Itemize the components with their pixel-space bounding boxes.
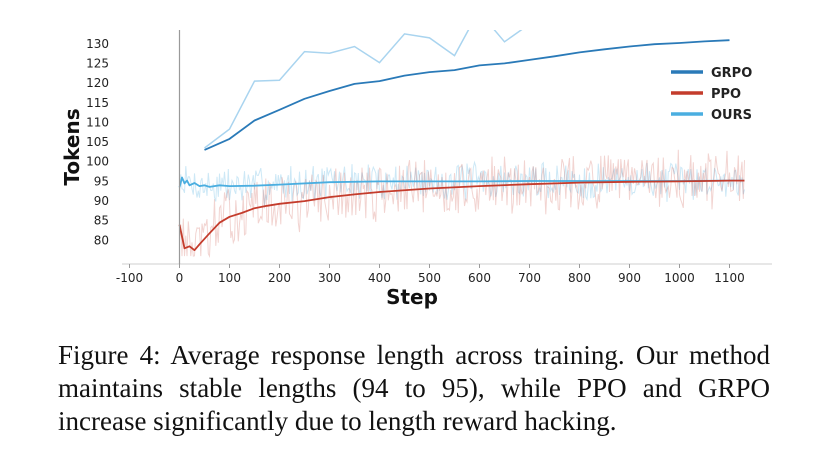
- x-tick-label: 1100: [714, 271, 745, 285]
- legend-label-ours: OURS: [711, 108, 752, 123]
- x-tick-label: 400: [368, 271, 391, 285]
- y-tick-label: 110: [86, 115, 109, 129]
- x-tick-label: 100: [218, 271, 241, 285]
- ours-smoothed-line: [178, 176, 745, 188]
- y-tick-label: 95: [94, 174, 109, 188]
- x-tick-label: 900: [618, 271, 641, 285]
- x-tick-label: 200: [268, 271, 291, 285]
- x-axis-title: Step: [386, 285, 438, 309]
- y-tick-label: 100: [86, 155, 109, 169]
- y-tick-label: 130: [86, 37, 109, 51]
- x-tick-label: -100: [116, 271, 143, 285]
- y-tick-label: 115: [86, 96, 109, 110]
- legend-label-grpo: GRPO: [711, 66, 752, 81]
- y-tick-label: 85: [94, 214, 109, 228]
- axes-layer: -100 0 100 200 300 400 500 600 700 800 900 1000 1100…: [86, 30, 772, 285]
- y-tick-label: 105: [86, 135, 109, 149]
- grpo-smoothed-line: [204, 39, 730, 151]
- y-tick-label: 125: [86, 56, 109, 70]
- y-tick-label: 90: [94, 194, 109, 208]
- ppo-smoothed-line: [178, 179, 745, 252]
- x-tick-label: 600: [468, 271, 491, 285]
- response-length-chart: -100 0 100 200 300 400 500 600 700 800 900 1000 1100…: [60, 30, 772, 309]
- legend-label-ppo: PPO: [711, 87, 741, 102]
- x-tick-label: 700: [518, 271, 541, 285]
- figure-caption: Figure 4: Average response length across…: [58, 340, 770, 436]
- x-tick-label: 0: [176, 271, 184, 285]
- x-tick-label: 300: [318, 271, 341, 285]
- y-tick-label: 120: [86, 76, 109, 90]
- x-tick-label: 500: [418, 271, 441, 285]
- grpo-raw-trace: [204, 30, 523, 149]
- legend: GRPO PPO OURS: [671, 66, 752, 123]
- raw-series-layer: [204, 30, 523, 149]
- y-axis-title: Tokens: [60, 108, 84, 185]
- ppo-raw-trace: [179, 149, 745, 259]
- raw-noise-layer: [179, 149, 745, 259]
- x-tick-label: 1000: [664, 271, 695, 285]
- y-tick-label: 80: [94, 233, 109, 247]
- smoothed-series-layer: [178, 39, 745, 252]
- x-tick-label: 800: [568, 271, 591, 285]
